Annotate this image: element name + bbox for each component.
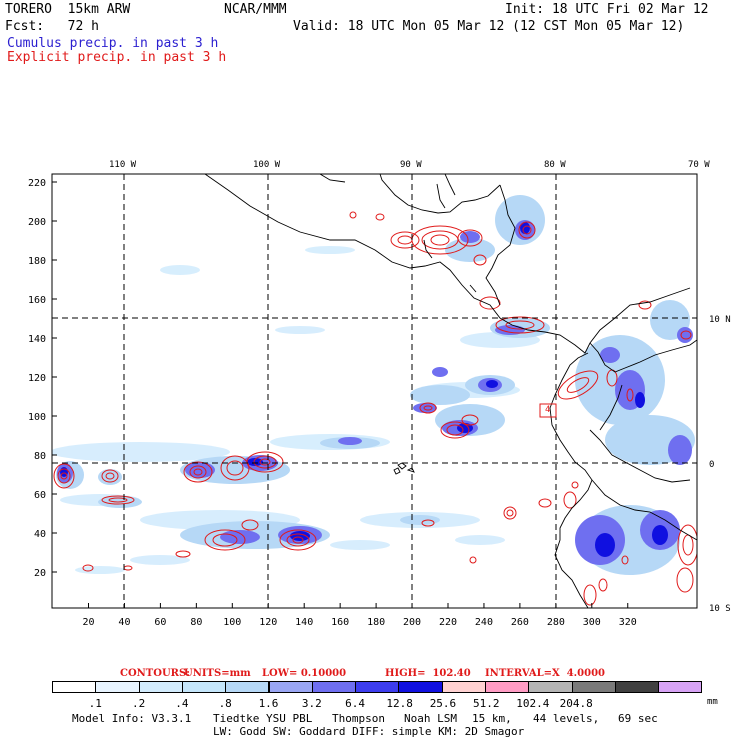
colorbar-swatch <box>181 681 227 693</box>
x-tick-label: 320 <box>619 617 637 628</box>
y-tick-label: 180 <box>28 256 46 267</box>
vertical-levels: 44 levels, <box>533 712 600 725</box>
map-frame <box>51 173 698 609</box>
colorbar-label: .1 <box>88 697 102 710</box>
contours-high: HIGH= 102.40 <box>385 668 471 679</box>
lon-label-110w: 110 W <box>109 160 137 170</box>
x-tick-label: 280 <box>547 617 565 628</box>
colorbar-label: 3.2 <box>301 697 322 710</box>
colorbar-swatch <box>355 681 400 693</box>
x-axis: 20 40 60 80 100 120 140 160 180 200 220 240 260 280 30… <box>82 603 637 628</box>
y-tick-label: 40 <box>34 529 46 540</box>
colorbar-label: 6.4 <box>345 697 366 710</box>
y-axis: 220 200 180 160 140 120 100 80 60 40 20 <box>28 178 57 579</box>
microphysics: Thompson <box>332 712 385 725</box>
colorbar-swatch <box>268 681 313 693</box>
lat-lon-grid <box>52 174 697 608</box>
colorbar-swatch <box>52 681 97 693</box>
x-tick-label: 180 <box>367 617 385 628</box>
contours-label: CONTOURS: <box>120 668 190 679</box>
lat-label-10n: 10 N <box>709 315 731 325</box>
explicit-precip-contours <box>53 211 697 606</box>
colorbar-label: 12.8 <box>386 697 413 710</box>
x-tick-label: 60 <box>154 617 166 628</box>
colorbar-label: 51.2 <box>473 697 500 710</box>
resolution: 15 km, <box>472 712 512 725</box>
lon-label-70w: 70 W <box>688 160 710 170</box>
cumulus-precip-title: Cumulus precip. in past 3 h <box>7 36 219 51</box>
physics-line: LW: Godd SW: Goddard DIFF: simple KM: 2D… <box>213 725 525 738</box>
colorbar-label: .4 <box>175 697 189 710</box>
x-tick-label: 240 <box>475 617 493 628</box>
colorbar-label: 102.4 <box>516 697 550 710</box>
colorbar-swatch <box>138 681 183 693</box>
time-step: 69 sec <box>618 712 658 725</box>
colorbar-swatch <box>614 681 660 693</box>
x-tick-label: 300 <box>583 617 601 628</box>
x-tick-label: 40 <box>118 617 130 628</box>
colorbar-swatch <box>441 681 486 693</box>
y-tick-label: 160 <box>28 295 46 306</box>
colorbar-label: 1.6 <box>258 697 279 710</box>
x-tick-label: 140 <box>295 617 313 628</box>
x-tick-label: 200 <box>403 617 421 628</box>
forecast-hour: Fcst: 72 h <box>5 19 99 34</box>
init-time: Init: 18 UTC Fri 02 Mar 12 <box>505 2 709 17</box>
pbl-scheme: Tiedtke YSU PBL <box>213 712 313 725</box>
colorbar-swatch <box>485 681 530 693</box>
x-tick-label: 260 <box>511 617 529 628</box>
contours-units: UNITS=mm <box>184 668 251 679</box>
y-tick-label: 120 <box>28 373 46 384</box>
x-tick-label: 100 <box>223 617 241 628</box>
colorbar-label: 204.8 <box>559 697 593 710</box>
lat-label-0: 0 <box>709 460 715 470</box>
y-tick-label: 60 <box>34 490 46 501</box>
colorbar-swatch <box>658 681 703 693</box>
y-tick-label: 220 <box>28 178 46 189</box>
colorbar-swatch <box>571 681 616 693</box>
lon-label-90w: 90 W <box>400 160 422 170</box>
contours-low: LOW= 0.10000 <box>262 668 347 679</box>
contours-interval: INTERVAL=X 4.0000 <box>485 668 605 679</box>
lat-label-10s: 10 S <box>709 604 731 614</box>
model-name: TORERO 15km ARW <box>5 2 131 17</box>
lon-label-100w: 100 W <box>253 160 281 170</box>
coastlines <box>204 174 697 608</box>
max-value-box <box>539 403 557 418</box>
organization: NCAR/MMM <box>224 2 287 17</box>
colorbar-swatch <box>225 681 270 693</box>
y-tick-label: 100 <box>28 412 46 423</box>
max-value-label: 4 <box>545 405 551 415</box>
colorbar-swatch <box>398 681 443 693</box>
colorbar-label: .8 <box>218 697 232 710</box>
land-surface-model: Noah LSM <box>404 712 457 725</box>
x-tick-label: 20 <box>82 617 94 628</box>
y-tick-label: 140 <box>28 334 46 345</box>
x-tick-label: 160 <box>331 617 349 628</box>
colorbar-label: .2 <box>131 697 146 710</box>
colorbar-swatch <box>311 681 357 693</box>
x-tick-label: 80 <box>190 617 202 628</box>
explicit-precip-title: Explicit precip. in past 3 h <box>7 50 227 65</box>
colorbar-swatch <box>528 681 573 693</box>
lon-label-80w: 80 W <box>544 160 566 170</box>
cumulus-precip-areas <box>52 195 695 575</box>
colorbar-label: 25.6 <box>429 697 457 710</box>
y-tick-label: 20 <box>34 568 46 579</box>
colorbar-units: mm <box>707 697 718 707</box>
colorbar-swatch <box>95 681 140 693</box>
y-tick-label: 80 <box>34 451 46 462</box>
x-tick-label: 220 <box>439 617 457 628</box>
y-tick-label: 200 <box>28 217 46 228</box>
x-tick-label: 120 <box>259 617 277 628</box>
valid-time: Valid: 18 UTC Mon 05 Mar 12 (12 CST Mon … <box>293 19 685 34</box>
model-info: Model Info: V3.3.1 <box>72 712 192 725</box>
